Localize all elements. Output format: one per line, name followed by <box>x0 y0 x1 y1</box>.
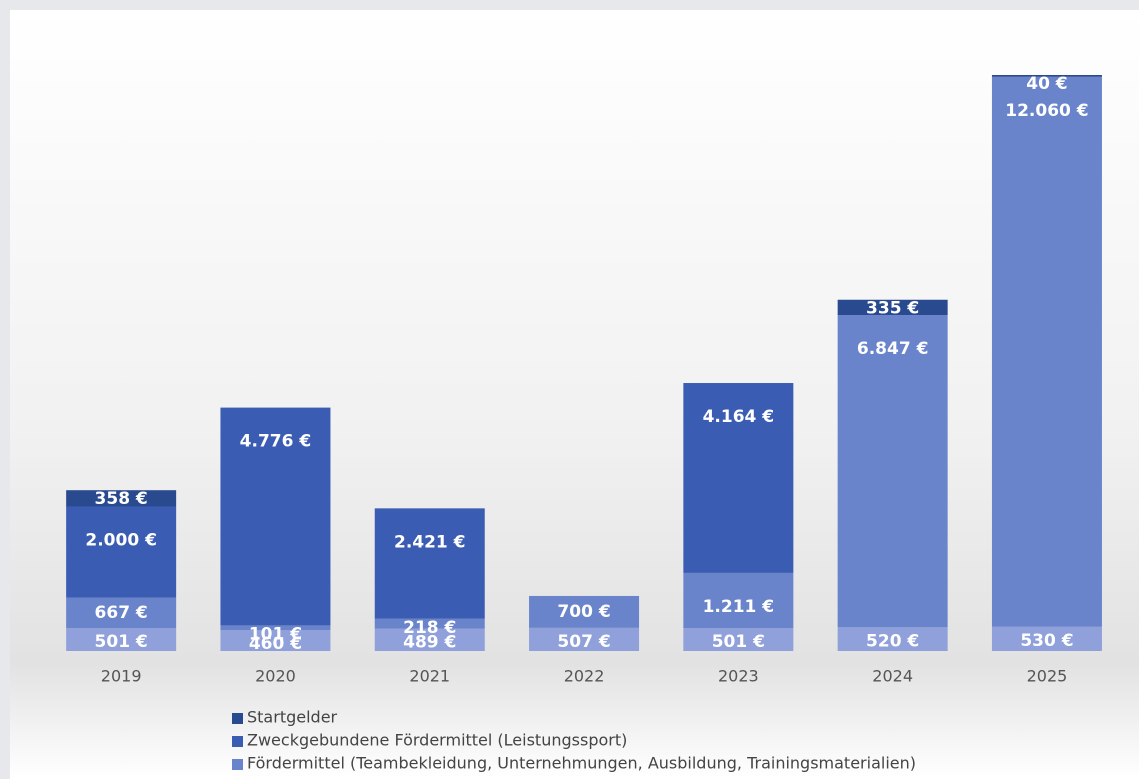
bar-segment <box>374 618 485 629</box>
data-label: 507 € <box>557 632 610 652</box>
data-label: 1.211 € <box>703 597 775 617</box>
bar-segment <box>991 626 1102 651</box>
data-label: 530 € <box>1020 631 1073 651</box>
x-tick-label: 2024 <box>872 667 913 686</box>
data-label: 12.060 € <box>1005 101 1088 121</box>
legend-label: Zweckgebundene Fördermittel (Leistungssp… <box>247 731 627 750</box>
data-label: 40 € <box>1026 74 1067 94</box>
legend-label: Startgelder <box>247 708 338 727</box>
legend-swatch <box>232 713 243 724</box>
bar-segment <box>837 299 948 316</box>
x-tick-label: 2025 <box>1027 667 1068 686</box>
plot-panel <box>10 10 1139 779</box>
x-tick-label: 2019 <box>101 667 142 686</box>
x-tick-label: 2022 <box>564 667 605 686</box>
x-tick-label: 2021 <box>409 667 450 686</box>
x-tick-label: 2023 <box>718 667 759 686</box>
legend-swatch <box>232 736 243 747</box>
bar-segment <box>66 506 177 598</box>
bar-segment <box>220 407 331 626</box>
data-label: 335 € <box>866 299 919 319</box>
bar-segment <box>374 508 485 619</box>
legend-label: Fördermittel (Teambekleidung, Unternehmu… <box>247 754 916 773</box>
bar-segment <box>374 628 485 651</box>
bar-segment <box>683 572 794 629</box>
x-tick-label: 2020 <box>255 667 296 686</box>
data-label: 218 € <box>403 618 456 638</box>
data-label: 101 € <box>249 624 302 644</box>
data-label: 460 € <box>249 634 302 654</box>
marks: 2019 501 € 667 € 2.000 € 358 € 2020 460 €101 €… <box>66 74 1102 773</box>
bar-segment <box>66 597 177 629</box>
bar-segment <box>220 630 331 651</box>
bar-segment <box>837 315 948 628</box>
legend-swatch <box>232 759 243 770</box>
bar-segment <box>529 627 640 651</box>
data-label: 667 € <box>95 603 148 623</box>
bar-segment <box>683 628 794 651</box>
data-label: 489 € <box>403 633 456 653</box>
data-label: 520 € <box>866 631 919 651</box>
bar-segment <box>683 383 794 573</box>
data-label: 4.164 € <box>703 407 775 427</box>
data-label: 2.000 € <box>85 531 157 551</box>
bar-segment <box>220 625 331 631</box>
bar-segment <box>529 595 640 628</box>
data-label: 4.776 € <box>240 432 312 452</box>
data-label: 2.421 € <box>394 532 466 552</box>
bar-segment <box>837 627 948 651</box>
bar-segment <box>66 628 177 651</box>
bar-segment <box>991 76 1102 627</box>
bar-segment <box>66 490 177 507</box>
bar-segment <box>991 75 1102 77</box>
data-label: 358 € <box>95 489 148 509</box>
data-label: 6.847 € <box>857 339 929 359</box>
data-label: 501 € <box>95 632 148 652</box>
data-label: 700 € <box>557 602 610 622</box>
data-label: 501 € <box>712 632 765 652</box>
